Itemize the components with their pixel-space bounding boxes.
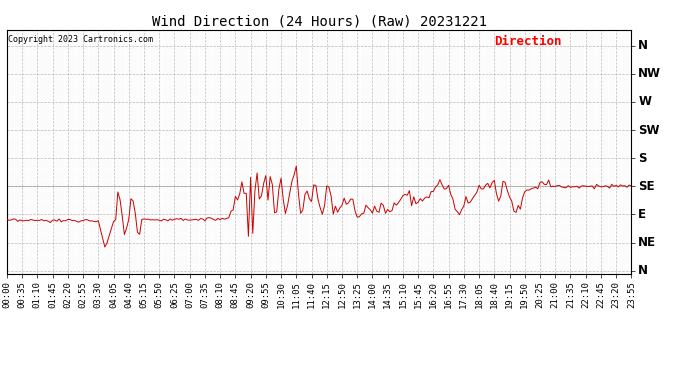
- Title: Wind Direction (24 Hours) (Raw) 20231221: Wind Direction (24 Hours) (Raw) 20231221: [152, 15, 486, 29]
- Text: Copyright 2023 Cartronics.com: Copyright 2023 Cartronics.com: [8, 35, 152, 44]
- Text: Direction: Direction: [494, 35, 562, 48]
